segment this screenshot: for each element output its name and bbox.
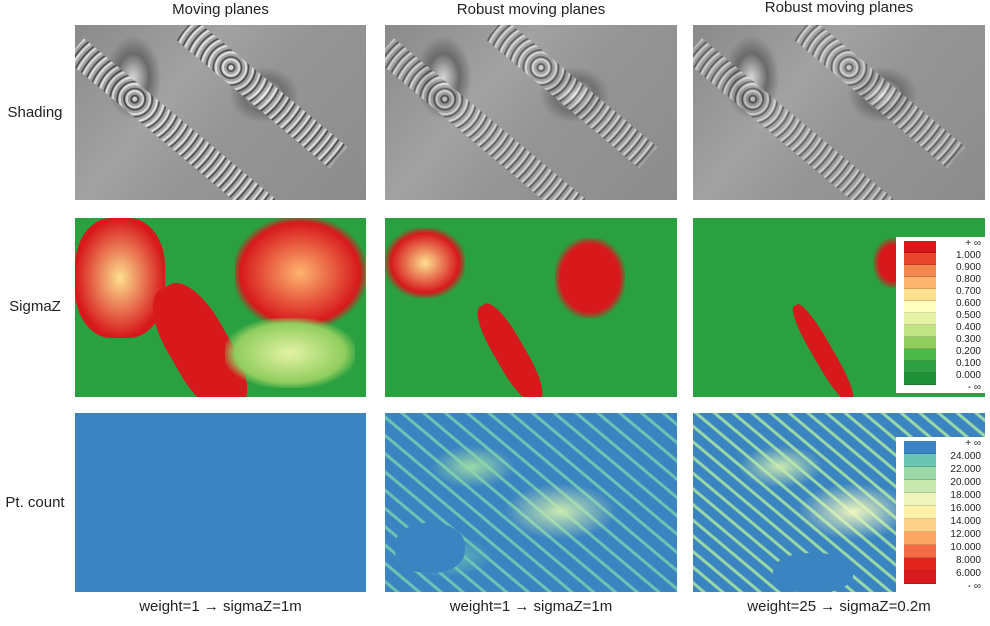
ptcount-map-robust-2: + ∞ 24.000 22.000 20.000 18.000 16.000 1… bbox=[693, 413, 985, 592]
legend-swatch bbox=[904, 265, 936, 277]
legend-label: 0.500 bbox=[955, 310, 981, 321]
legend-swatch bbox=[904, 506, 936, 519]
legend-swatch bbox=[904, 241, 936, 253]
sigmaz-map-moving-planes bbox=[75, 218, 366, 397]
legend-swatch bbox=[904, 289, 936, 301]
legend-label: 14.000 bbox=[950, 516, 981, 527]
legend-label: 0.400 bbox=[955, 322, 981, 333]
row-label-shading: Shading bbox=[7, 104, 63, 121]
legend-label: 18.000 bbox=[950, 490, 981, 501]
column-title-moving-planes: Moving planes bbox=[172, 1, 269, 18]
legend-label: + ∞ bbox=[965, 238, 981, 249]
legend-swatch bbox=[904, 493, 936, 506]
legend-label: 8.000 bbox=[955, 555, 981, 566]
legend-swatch bbox=[904, 480, 936, 493]
legend-swatch bbox=[904, 441, 936, 454]
legend-label: 0.200 bbox=[955, 346, 981, 357]
shading-map-robust-1 bbox=[385, 25, 677, 200]
legend-swatch bbox=[904, 301, 936, 313]
legend-swatch bbox=[904, 337, 936, 349]
legend-label: 0.600 bbox=[955, 298, 981, 309]
legend-label: 0.100 bbox=[955, 358, 981, 369]
shading-map-moving-planes bbox=[75, 25, 366, 200]
legend-swatch bbox=[904, 277, 936, 289]
sigmaz-map-robust-1 bbox=[385, 218, 677, 397]
legend-label: 0.900 bbox=[955, 262, 981, 273]
sigmaz-map-robust-2: + ∞ 1.000 0.900 0.800 0.700 0.600 0.500 … bbox=[693, 218, 985, 397]
legend-swatch bbox=[904, 571, 936, 584]
column-title-robust-moving-planes-1: Robust moving planes bbox=[456, 1, 606, 18]
legend-label: 22.000 bbox=[950, 464, 981, 475]
legend-swatch bbox=[904, 325, 936, 337]
ptcount-map-robust-1 bbox=[385, 413, 677, 592]
caption-robust-2: weight=25 → sigmaZ=0.2m bbox=[747, 598, 931, 615]
legend-swatch bbox=[904, 313, 936, 325]
legend-label: 0.000 bbox=[955, 370, 981, 381]
legend-label: - ∞ bbox=[967, 382, 981, 393]
shading-map-robust-2 bbox=[693, 25, 985, 200]
caption-moving-planes: weight=1 → sigmaZ=1m bbox=[139, 598, 302, 615]
legend-swatch bbox=[904, 545, 936, 558]
row-label-pt-count: Pt. count bbox=[5, 494, 65, 511]
sigmaz-legend: + ∞ 1.000 0.900 0.800 0.700 0.600 0.500 … bbox=[896, 237, 985, 393]
legend-label: 20.000 bbox=[950, 477, 981, 488]
legend-label: - ∞ bbox=[967, 581, 981, 592]
legend-label: 10.000 bbox=[950, 542, 981, 553]
legend-swatch bbox=[904, 467, 936, 480]
caption-robust-1: weight=1 → sigmaZ=1m bbox=[449, 598, 613, 615]
legend-label: 6.000 bbox=[955, 568, 981, 579]
legend-label: 24.000 bbox=[950, 451, 981, 462]
legend-label: 0.800 bbox=[955, 274, 981, 285]
legend-swatch bbox=[904, 519, 936, 532]
legend-swatch bbox=[904, 558, 936, 571]
legend-label: 1.000 bbox=[955, 250, 981, 261]
legend-label: + ∞ bbox=[965, 438, 981, 449]
legend-swatch bbox=[904, 373, 936, 385]
legend-label: 12.000 bbox=[950, 529, 981, 540]
legend-label: 0.300 bbox=[955, 334, 981, 345]
ptcount-map-moving-planes bbox=[75, 413, 366, 592]
row-label-sigmaz: SigmaZ bbox=[9, 298, 61, 315]
legend-swatch bbox=[904, 253, 936, 265]
ptcount-legend: + ∞ 24.000 22.000 20.000 18.000 16.000 1… bbox=[896, 437, 985, 592]
legend-label: 16.000 bbox=[950, 503, 981, 514]
column-title-robust-moving-planes-2: Robust moving planes bbox=[764, 0, 914, 16]
legend-label: 0.700 bbox=[955, 286, 981, 297]
legend-swatch bbox=[904, 361, 936, 373]
legend-swatch bbox=[904, 349, 936, 361]
legend-swatch bbox=[904, 454, 936, 467]
legend-swatch bbox=[904, 532, 936, 545]
